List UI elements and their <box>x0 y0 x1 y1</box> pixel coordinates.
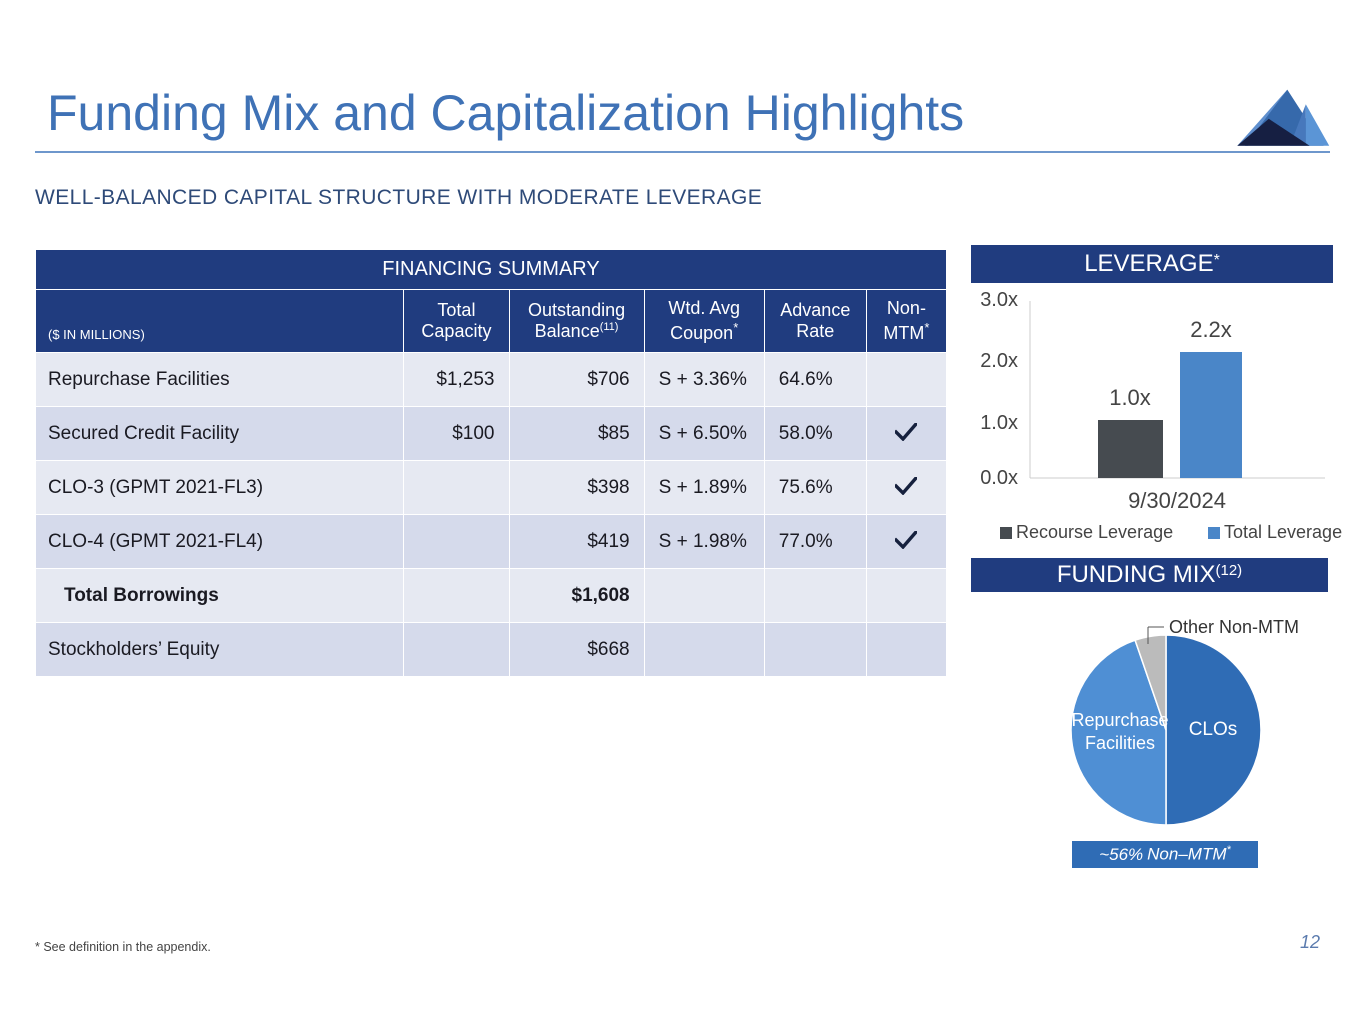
svg-text:2.0x: 2.0x <box>980 350 1018 372</box>
svg-text:2.2x: 2.2x <box>1190 317 1232 342</box>
svg-text:1.0x: 1.0x <box>980 412 1018 434</box>
svg-text:Other Non-MTM: Other Non-MTM <box>1169 617 1299 637</box>
svg-text:Repurchase: Repurchase <box>1071 710 1168 730</box>
svg-text:0.0x: 0.0x <box>980 467 1018 489</box>
svg-text:3.0x: 3.0x <box>980 289 1018 311</box>
svg-text:Recourse Leverage: Recourse Leverage <box>1016 522 1173 542</box>
svg-text:9/30/2024: 9/30/2024 <box>1128 488 1226 513</box>
svg-text:1.0x: 1.0x <box>1109 385 1151 410</box>
svg-text:Total Leverage: Total Leverage <box>1224 522 1342 542</box>
svg-text:Facilities: Facilities <box>1085 733 1155 753</box>
svg-text:CLOs: CLOs <box>1189 719 1238 740</box>
